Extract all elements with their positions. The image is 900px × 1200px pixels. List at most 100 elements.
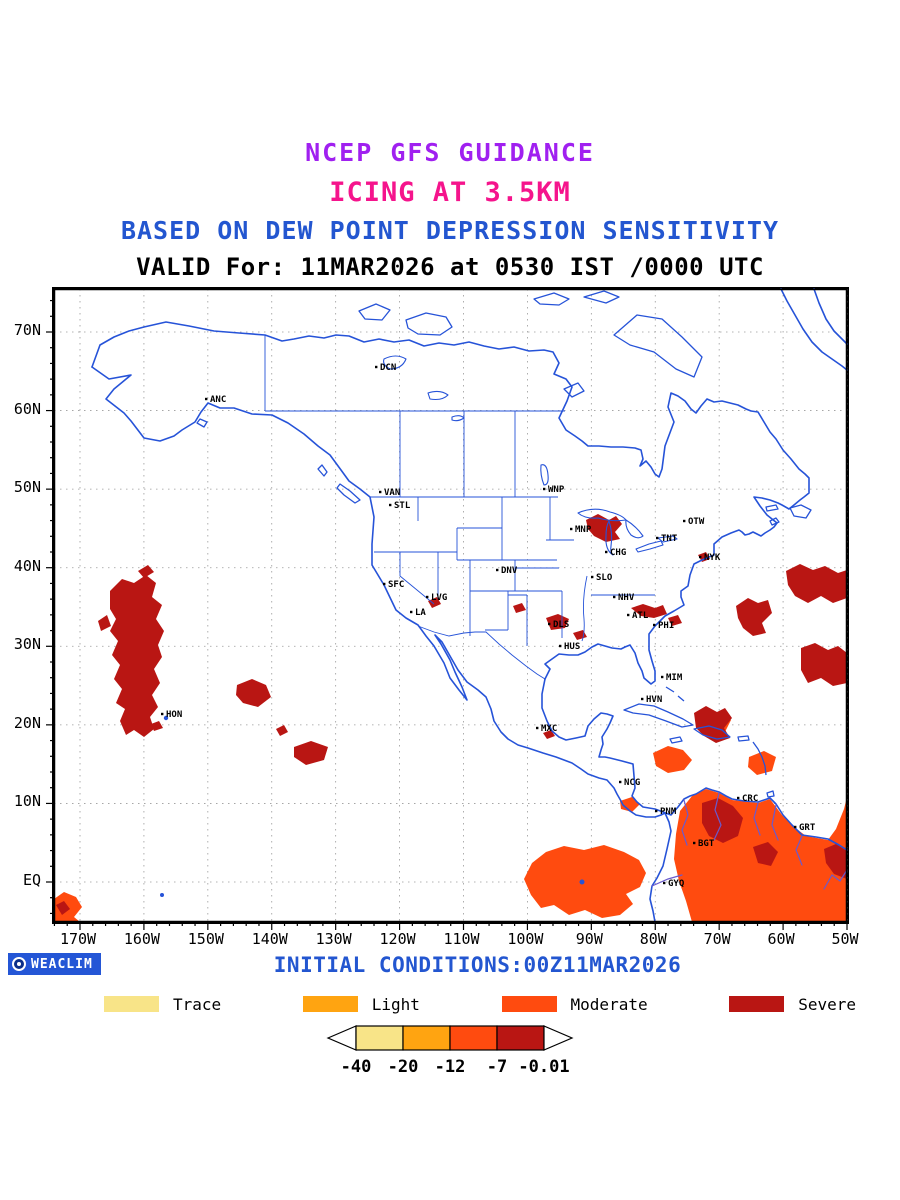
legend-label: Moderate bbox=[570, 994, 648, 1014]
station-label: OTW bbox=[688, 517, 705, 527]
station-label: ANC bbox=[210, 395, 226, 405]
station-mim: MIM bbox=[661, 673, 683, 683]
weaclim-icon bbox=[12, 957, 26, 971]
scale-tick-label: -12 bbox=[435, 1057, 466, 1077]
lon-tick-label: 90W bbox=[575, 930, 603, 948]
lon-tick-label: 110W bbox=[443, 930, 480, 948]
legend-swatch bbox=[104, 996, 159, 1012]
lon-tick-label: 70W bbox=[703, 930, 731, 948]
scale-cell-severe bbox=[496, 1025, 545, 1051]
lon-tick-label: 60W bbox=[767, 930, 795, 948]
islands bbox=[196, 290, 812, 798]
state-borders bbox=[264, 335, 655, 680]
station-dls: DLS bbox=[548, 620, 569, 630]
lon-tick-label: 120W bbox=[379, 930, 416, 948]
lat-tick-label: 10N bbox=[13, 792, 41, 811]
legend-item-light: Light bbox=[302, 995, 420, 1014]
weaclim-logo: WEACLIM bbox=[8, 953, 101, 975]
title-valid-time: VALID For: 11MAR2026 at 0530 IST /0000 U… bbox=[136, 253, 764, 281]
lon-tick-label: 160W bbox=[123, 930, 160, 948]
station-layer: ANC DCN VAN STL WNP MNP OTW TNT CHG NYK DNV SLO SFC L… bbox=[161, 363, 816, 889]
legend-swatch bbox=[302, 996, 358, 1012]
lat-tick-label: EQ bbox=[22, 870, 41, 889]
lat-tick-label: 20N bbox=[13, 713, 41, 732]
lon-tick-label: 170W bbox=[59, 930, 97, 948]
scale-tick-label: -20 bbox=[388, 1057, 419, 1077]
scale-cell-moderate bbox=[449, 1025, 498, 1051]
station-atl: ATL bbox=[627, 611, 649, 621]
scale-arrow-left bbox=[326, 1025, 357, 1051]
station-dnv: DNV bbox=[496, 566, 518, 576]
station-label: SLO bbox=[596, 573, 613, 583]
scale-arrow-right bbox=[543, 1025, 574, 1051]
station-la: LA bbox=[410, 608, 426, 618]
lon-tick-label: 50W bbox=[831, 930, 859, 948]
icing-severe-layer bbox=[56, 514, 847, 915]
lat-tick-label: 30N bbox=[13, 635, 41, 654]
map-svg: ANC DCN VAN STL WNP MNP OTW TNT CHG NYK DNV SLO SFC L… bbox=[46, 288, 848, 930]
station-bgt: BGT bbox=[693, 839, 715, 849]
station-label: PNM bbox=[660, 807, 677, 817]
icing-legend: Trace Light Moderate Severe bbox=[0, 994, 900, 1014]
legend-item-trace: Trace bbox=[104, 995, 221, 1014]
station-label: GYQ bbox=[668, 879, 685, 889]
station-dcn: DCN bbox=[375, 363, 396, 373]
station-label: ATL bbox=[632, 611, 649, 621]
title-model: NCEP GFS GUIDANCE bbox=[305, 138, 595, 167]
map-border bbox=[53, 288, 848, 923]
initial-conditions-text: INITIAL CONDITIONS:00Z11MAR2026 bbox=[273, 953, 682, 977]
station-label: HON bbox=[166, 710, 182, 720]
legend-swatch bbox=[729, 996, 785, 1012]
station-label: TNT bbox=[661, 534, 678, 544]
station-mnp: MNP bbox=[570, 525, 592, 535]
station-sfc: SFC bbox=[383, 580, 404, 590]
station-slo: SLO bbox=[591, 573, 613, 583]
station-crc: CRC bbox=[737, 794, 758, 804]
country-borders-tropics bbox=[651, 792, 848, 890]
station-label: HUS bbox=[564, 642, 580, 652]
station-label: MNP bbox=[575, 525, 592, 535]
station-label: MXC bbox=[541, 724, 557, 734]
station-anc: ANC bbox=[205, 395, 226, 405]
station-label: VAN bbox=[384, 488, 400, 498]
station-label: MIM bbox=[666, 673, 683, 683]
lat-tick-label: 40N bbox=[13, 556, 41, 575]
station-label: DNV bbox=[501, 566, 518, 576]
blue-dots bbox=[160, 715, 585, 897]
color-scale-bar: -40 -20 -12 -7 -0.01 bbox=[300, 1023, 600, 1085]
station-label: CHG bbox=[610, 548, 626, 558]
station-van: VAN bbox=[379, 488, 400, 498]
title-method: BASED ON DEW POINT DEPRESSION SENSITIVIT… bbox=[120, 216, 780, 245]
station-hus: HUS bbox=[559, 642, 580, 652]
station-stl: STL bbox=[389, 501, 411, 511]
scale-cell-light bbox=[402, 1025, 451, 1051]
station-label: GRT bbox=[799, 823, 816, 833]
lon-tick-label: 150W bbox=[187, 930, 224, 948]
station-label: STL bbox=[394, 501, 411, 511]
lon-tick-label: 140W bbox=[251, 930, 288, 948]
station-nhv: NHV bbox=[613, 593, 635, 603]
station-chg: CHG bbox=[605, 548, 626, 558]
scale-tick-label: -0.01 bbox=[518, 1057, 569, 1077]
station-lvg: LVG bbox=[426, 593, 447, 603]
station-label: CRC bbox=[742, 794, 758, 804]
lat-tick-label: 50N bbox=[13, 478, 41, 497]
lat-tick-label: 70N bbox=[13, 321, 41, 339]
station-gyq: GYQ bbox=[663, 879, 685, 889]
lat-tick-label: 60N bbox=[13, 399, 41, 418]
axis-ticks bbox=[46, 299, 848, 930]
station-tnt: TNT bbox=[656, 534, 678, 544]
station-grt: GRT bbox=[794, 823, 816, 833]
legend-label: Trace bbox=[173, 994, 222, 1014]
color-scale-svg: -40 -20 -12 -7 -0.01 bbox=[326, 1025, 574, 1077]
station-nyk: NYK bbox=[699, 553, 721, 563]
lon-tick-label: 130W bbox=[315, 930, 352, 948]
station-label: DCN bbox=[380, 363, 396, 373]
lon-tick-label: 100W bbox=[507, 930, 544, 948]
station-label: LVG bbox=[431, 593, 447, 603]
footer-row: WEACLIM INITIAL CONDITIONS:00Z11MAR2026 bbox=[0, 949, 900, 981]
coastlines bbox=[91, 288, 848, 923]
station-label: SFC bbox=[388, 580, 404, 590]
station-label: WNP bbox=[548, 485, 565, 495]
